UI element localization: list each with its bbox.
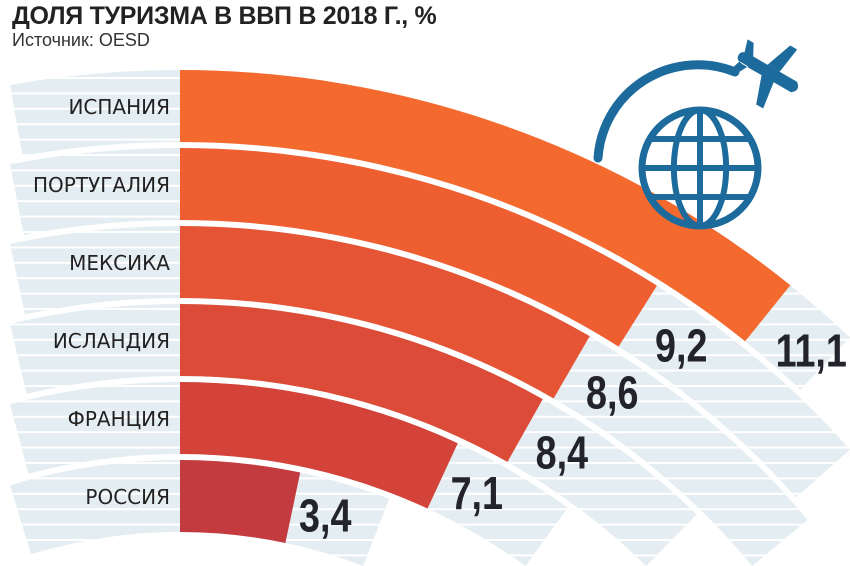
airplane-icon — [729, 39, 799, 109]
bars — [180, 70, 791, 543]
orbit-arc — [593, 60, 740, 163]
value-label: 9,2 — [655, 320, 707, 371]
category-label: ПОРТУГАЛИЯ — [33, 173, 170, 197]
bar — [180, 70, 791, 342]
category-label: ИСПАНИЯ — [68, 95, 170, 119]
category-label: МЕКСИКА — [69, 251, 170, 275]
value-label: 8,6 — [586, 367, 638, 418]
globe-with-airplane-icon — [593, 39, 799, 230]
value-label: 11,1 — [776, 325, 847, 376]
bar — [180, 382, 458, 509]
category-labels: ИСПАНИЯ ПОРТУГАЛИЯ МЕКСИКА ИСЛАНДИЯ ФРАНЦИЯ Р… — [33, 95, 170, 509]
airplane-shape — [729, 39, 799, 109]
chart-title: ДОЛЯ ТУРИЗМА В ВВП В 2018 Г., % — [12, 2, 437, 30]
category-label: ИСЛАНДИЯ — [53, 329, 170, 353]
bar — [180, 460, 301, 543]
category-label: ФРАНЦИЯ — [68, 407, 170, 431]
bar — [180, 226, 590, 399]
value-label: 8,4 — [536, 427, 589, 478]
bar — [180, 148, 657, 347]
bar — [180, 304, 543, 462]
value-label: 3,4 — [299, 490, 352, 541]
value-label: 7,1 — [451, 467, 503, 518]
background-stripes — [10, 382, 568, 566]
chart-subtitle: Источник: OESD — [12, 30, 150, 50]
value-labels: 11,1 9,2 8,6 8,4 7,1 3,4 — [299, 320, 847, 542]
category-label: РОССИЯ — [85, 485, 170, 509]
